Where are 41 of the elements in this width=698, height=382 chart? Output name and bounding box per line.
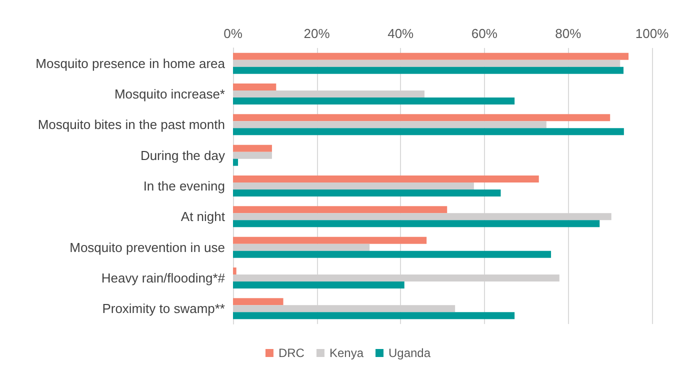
y-tick-label: In the evening [143, 178, 225, 194]
bar [233, 128, 624, 136]
bar [233, 176, 539, 182]
legend-label: Kenya [329, 346, 364, 360]
bar [233, 282, 404, 288]
legend-label: DRC [278, 346, 305, 360]
bar [233, 144, 272, 152]
x-tick-label: 20% [304, 26, 330, 41]
bar [233, 182, 474, 190]
bar [233, 298, 284, 306]
bar [233, 60, 620, 67]
y-tick-label: At night [180, 209, 226, 224]
bar [233, 98, 515, 104]
y-tick-label: Mosquito presence in home area [36, 56, 226, 71]
x-tick-label: 60% [471, 26, 498, 41]
x-tick-label: 100% [635, 26, 670, 41]
bar [233, 121, 546, 128]
bar [233, 206, 448, 214]
bar [233, 236, 427, 244]
legend-label: Uganda [388, 346, 431, 360]
y-tick-label: Heavy rain/flooding*# [101, 270, 226, 286]
bar [233, 250, 552, 258]
y-tick-label: Mosquito increase* [114, 86, 225, 102]
x-tick-label: 80% [555, 26, 582, 41]
bar [233, 152, 272, 159]
bar [233, 268, 236, 274]
x-tick-label: 0% [224, 26, 243, 41]
bar [233, 220, 600, 228]
bar [233, 312, 515, 320]
bar [233, 244, 370, 251]
y-tick-label: During the day [140, 148, 226, 163]
y-tick-label: Mosquito prevention in use [70, 240, 225, 255]
bar [233, 84, 276, 90]
bar [233, 158, 238, 166]
bar [233, 52, 629, 60]
bar [233, 114, 610, 122]
y-tick-label: Proximity to swamp** [102, 301, 225, 316]
bar [233, 190, 501, 196]
y-tick-label: Mosquito bites in the past month [38, 117, 225, 132]
x-tick-label: 40% [388, 26, 414, 41]
bar [233, 66, 624, 74]
